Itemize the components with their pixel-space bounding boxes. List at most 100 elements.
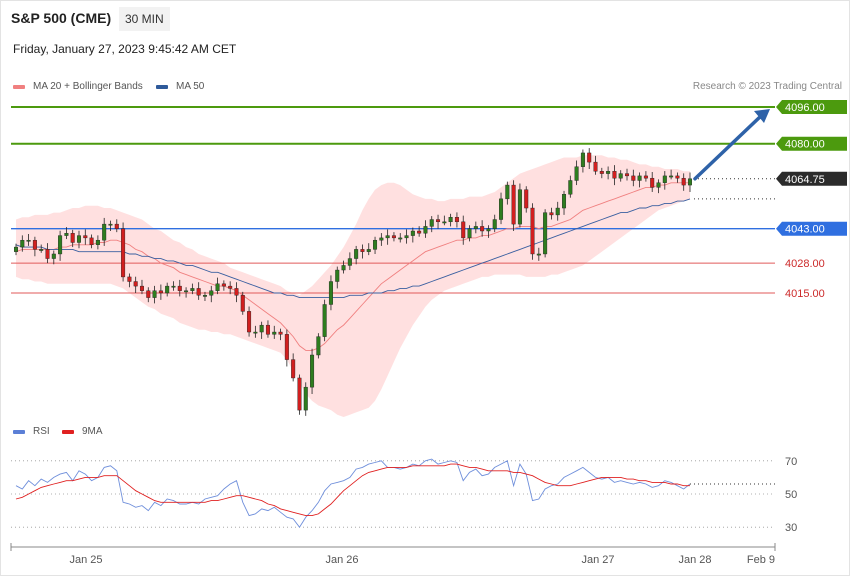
timeframe-button[interactable]: 30 MIN [119, 7, 170, 31]
candle-body [612, 171, 617, 179]
candle-body [442, 221, 447, 224]
candle-body [675, 175, 680, 179]
candle-body [448, 217, 453, 223]
x-tick-feb-9: Feb 9 [747, 554, 775, 566]
level-label-4015.00: 4015.00 [785, 288, 825, 300]
candle-body [133, 281, 138, 287]
candle-body [492, 219, 497, 229]
candle-body [354, 249, 359, 259]
candle-body [404, 235, 409, 239]
candle-body [26, 239, 31, 242]
candle-body [530, 207, 535, 255]
candle-body [599, 171, 604, 174]
candle-body [209, 290, 214, 296]
candle-body [202, 295, 207, 297]
candle-body [454, 217, 459, 223]
x-tick-jan-27: Jan 27 [581, 554, 614, 566]
candle-body [196, 288, 201, 296]
rsi-line [15, 458, 691, 528]
candle-body [177, 285, 182, 291]
candle-body [152, 290, 157, 298]
candle-body [291, 359, 296, 379]
candle-body [669, 175, 674, 178]
candle-body [473, 226, 478, 229]
legend-ma20-label: MA 20 + Bollinger Bands [33, 81, 143, 92]
candle-body [297, 377, 302, 411]
ma50-swatch [156, 84, 168, 89]
legend-9ma: 9MA [62, 426, 103, 437]
candle-body [625, 173, 630, 177]
candle-body [240, 295, 245, 312]
candle-body [410, 230, 415, 236]
candle-body [480, 226, 485, 232]
candle-body [631, 175, 636, 181]
projection-arrow-line [693, 113, 764, 181]
candle-body [51, 253, 56, 259]
candle-body [221, 283, 226, 287]
candle-body [64, 233, 69, 236]
candle-body [83, 235, 88, 239]
candle-body [158, 290, 163, 294]
legend-ma50: MA 50 [156, 81, 204, 92]
candle-body [373, 239, 378, 250]
candle-body [284, 334, 289, 360]
candle-body [524, 189, 529, 209]
candle-body [139, 285, 144, 291]
candle-body [89, 237, 94, 245]
candle-body [517, 189, 522, 225]
rsi-tick-70: 70 [785, 456, 797, 468]
candle-body [549, 212, 554, 216]
ma20-swatch [13, 84, 25, 89]
candle-body [95, 239, 100, 245]
candle-body [121, 228, 126, 278]
candle-body [511, 184, 516, 225]
projection-arrow-head [754, 109, 770, 123]
candle-body [102, 223, 107, 241]
candle-body [391, 235, 396, 239]
candle-body [618, 173, 623, 179]
candle-body [165, 285, 170, 294]
level-label-4080.00: 4080.00 [785, 139, 825, 151]
legend-ma50-label: MA 50 [176, 81, 205, 92]
timestamp: Friday, January 27, 2023 9:45:42 AM CET [13, 42, 237, 56]
rsi-ma9-line [15, 463, 690, 517]
candle-body [568, 180, 573, 195]
level-label-4096.00: 4096.00 [785, 102, 825, 114]
legend-9ma-label: 9MA [82, 426, 103, 437]
candle-body [656, 182, 661, 188]
candle-body [543, 212, 548, 255]
candle-body [76, 235, 81, 243]
candle-body [328, 281, 333, 305]
candle-body [417, 230, 422, 234]
candle-body [398, 237, 403, 240]
candle-body [681, 177, 686, 186]
candle-body [593, 161, 598, 172]
candle-body [499, 198, 504, 220]
level-tag-4043.00 [776, 221, 847, 236]
ma9-swatch [62, 429, 74, 434]
candle-body [335, 269, 340, 282]
candle-body [253, 331, 258, 334]
candle-body [555, 207, 560, 216]
candle-body [265, 324, 270, 335]
candle-body [272, 331, 277, 335]
candle-body [385, 235, 390, 239]
candle-body [32, 239, 37, 250]
candle-body [108, 223, 113, 226]
candle-body [347, 258, 352, 266]
candle-body [190, 288, 195, 291]
candle-body [341, 265, 346, 271]
level-label-4043.00: 4043.00 [785, 224, 825, 236]
candle-body [366, 249, 371, 252]
candle-body [606, 171, 611, 174]
level-tag-4064.75 [776, 171, 847, 186]
candle-body [688, 178, 693, 186]
level-label-4028.00: 4028.00 [785, 258, 825, 270]
candle-body [436, 219, 441, 223]
candle-body [322, 304, 327, 337]
x-tick-jan-28: Jan 28 [678, 554, 711, 566]
candle-body [20, 239, 25, 248]
candle-body [486, 228, 491, 232]
candle-body [580, 152, 585, 167]
